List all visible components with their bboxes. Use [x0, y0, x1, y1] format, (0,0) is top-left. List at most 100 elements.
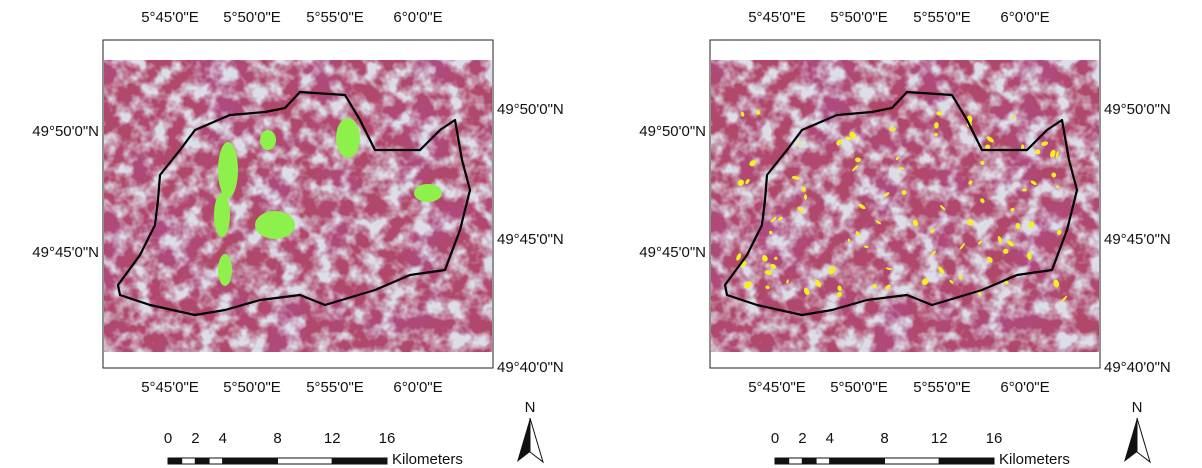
scale-label: 8	[880, 430, 888, 447]
yellow-patch	[875, 220, 882, 225]
scale-segment	[884, 457, 940, 465]
water-tint	[104, 60, 492, 352]
yellow-patch	[770, 216, 777, 223]
yellow-patch	[774, 256, 778, 260]
yellow-patch	[1061, 295, 1068, 303]
yellow-patch	[889, 127, 896, 131]
yellow-patch	[885, 267, 892, 271]
yellow-patch	[803, 287, 810, 296]
scale-label: 0	[164, 430, 172, 447]
yellow-patch	[985, 144, 991, 150]
yellow-patch	[949, 280, 954, 284]
green-patch	[336, 118, 360, 158]
yellow-patch	[1020, 144, 1025, 151]
north-arrow-left	[1124, 418, 1137, 462]
yellow-patch	[804, 194, 808, 200]
yellow-patch	[1010, 207, 1015, 212]
green-patch	[214, 193, 230, 237]
latitude-label: 49°40'0"N	[1104, 359, 1171, 376]
scale-label: 2	[798, 430, 806, 447]
yellow-patch	[849, 131, 856, 139]
longitude-label: 5°55'0"E	[913, 9, 971, 26]
scale-segment	[167, 457, 183, 465]
yellow-patch	[921, 278, 929, 286]
yellow-patch	[737, 179, 744, 187]
yellow-patch	[801, 186, 807, 192]
latitude-label: 49°50'0"N	[497, 101, 564, 118]
yellow-patch	[1051, 172, 1057, 178]
yellow-patch	[1015, 222, 1021, 230]
yellow-patch	[858, 203, 866, 210]
yellow-patch	[749, 160, 757, 167]
longitude-label: 5°45'0"E	[141, 9, 199, 26]
scale-label: 12	[931, 430, 948, 447]
longitude-label: 5°50'0"E	[223, 9, 281, 26]
longitude-label: 6°0'0"E	[393, 9, 442, 26]
yellow-patch	[884, 284, 891, 290]
longitude-label: 5°45'0"E	[141, 379, 199, 396]
latitude-label: 49°45'0"N	[497, 231, 564, 248]
scale-label: 4	[219, 430, 227, 447]
yellow-patch	[883, 192, 890, 197]
yellow-patch	[958, 274, 963, 280]
yellow-patch	[798, 142, 802, 146]
yellow-patch	[980, 198, 985, 204]
green-patch	[414, 184, 442, 202]
north-arrow-left	[517, 418, 530, 462]
yellow-patch	[777, 216, 783, 221]
yellow-patch	[1011, 115, 1016, 120]
yellow-patch	[1049, 149, 1056, 158]
yellow-patch	[898, 167, 905, 170]
catchment-boundary	[116, 90, 472, 317]
yellow-patch	[934, 122, 939, 129]
yellow-patch	[1022, 188, 1027, 192]
latitude-label: 49°50'0"N	[32, 123, 99, 140]
yellow-patch	[938, 266, 945, 274]
yellow-patch	[967, 219, 974, 226]
yellow-patch	[762, 254, 768, 262]
scale-segment	[277, 457, 333, 465]
yellow-patch	[872, 283, 877, 289]
latitude-label: 49°45'0"N	[32, 244, 99, 261]
scale-segment	[815, 457, 831, 465]
scale-segment	[801, 457, 817, 465]
scale-unit: Kilometers	[999, 451, 1070, 468]
yellow-patch	[939, 205, 946, 211]
yellow-patch	[934, 132, 938, 137]
latitude-label: 49°50'0"N	[639, 123, 706, 140]
scale-label: 8	[273, 430, 281, 447]
longitude-label: 5°45'0"E	[748, 379, 806, 396]
longitude-label: 6°0'0"E	[1000, 379, 1049, 396]
yellow-patch	[1028, 221, 1035, 228]
longitude-label: 5°50'0"E	[830, 379, 888, 396]
north-arrow-right	[1136, 417, 1151, 464]
yellow-patch	[855, 231, 861, 237]
yellow-patch	[986, 136, 994, 143]
water-tint	[711, 60, 1099, 352]
yellow-patch	[791, 176, 800, 180]
yellow-patch	[765, 285, 770, 289]
yellow-patch	[930, 250, 936, 256]
yellow-patch	[854, 157, 861, 163]
north-label: N	[525, 399, 536, 416]
yellow-patch	[936, 111, 943, 116]
yellow-patch	[863, 245, 869, 249]
yellow-patch	[1055, 185, 1059, 188]
yellow-patch	[836, 291, 842, 298]
scale-label: 16	[379, 430, 396, 447]
yellow-patch	[836, 139, 843, 146]
scale-segment	[788, 457, 803, 465]
scale-segment	[829, 457, 885, 465]
latitude-label: 49°40'0"N	[497, 359, 564, 376]
map-panel: 5°45'0"E 5°50'0"E 5°55'0"E 6°0'0"E 5°45'0"E 5…	[639, 9, 1170, 468]
longitude-label: 5°45'0"E	[748, 9, 806, 26]
yellow-patch	[1027, 251, 1032, 260]
yellow-patch	[744, 284, 748, 289]
yellow-patch	[912, 219, 919, 227]
longitude-label: 6°0'0"E	[1000, 9, 1049, 26]
scale-segment	[208, 457, 224, 465]
scale-segment	[222, 457, 278, 465]
longitude-label: 5°50'0"E	[223, 379, 281, 396]
yellow-patch	[851, 164, 859, 172]
